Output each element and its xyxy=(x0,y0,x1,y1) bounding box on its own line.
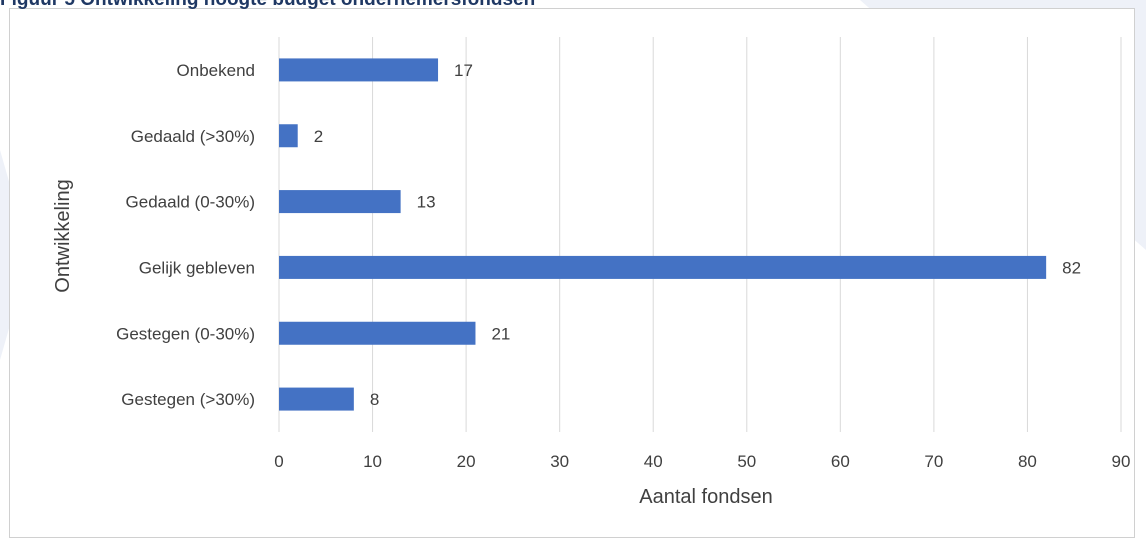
bar xyxy=(279,58,439,82)
y-category-label: Gestegen (0-30%) xyxy=(116,324,255,343)
figure-title: Figuur 5 Ontwikkeling hoogte budget onde… xyxy=(0,0,535,10)
x-tick-label: 90 xyxy=(1112,452,1131,471)
y-category-label: Onbekend xyxy=(177,61,255,80)
bar xyxy=(279,255,1047,279)
bar xyxy=(279,124,298,148)
bar xyxy=(279,387,354,411)
bar xyxy=(279,190,401,214)
data-label: 8 xyxy=(370,390,379,409)
data-label: 21 xyxy=(491,324,510,343)
labels: 0 10 20 30 40 50 60 70 80 90 Onbekend 17 Gedaald (>3… xyxy=(116,61,1130,471)
y-category-label: Gedaald (>30%) xyxy=(131,127,255,146)
data-label: 17 xyxy=(454,61,473,80)
y-category-label: Gestegen (>30%) xyxy=(121,390,255,409)
x-tick-label: 0 xyxy=(274,452,283,471)
bar xyxy=(279,321,476,345)
gridlines xyxy=(278,37,1122,432)
data-label: 13 xyxy=(417,193,436,212)
y-axis-title: Ontwikkeling xyxy=(52,179,74,292)
x-tick-label: 80 xyxy=(1018,452,1037,471)
y-category-label: Gedaald (0-30%) xyxy=(126,193,255,212)
x-tick-label: 10 xyxy=(363,452,382,471)
x-tick-label: 20 xyxy=(457,452,476,471)
x-tick-label: 40 xyxy=(644,452,663,471)
x-tick-label: 70 xyxy=(924,452,943,471)
x-tick-label: 50 xyxy=(737,452,756,471)
x-tick-label: 30 xyxy=(550,452,569,471)
x-tick-label: 60 xyxy=(831,452,850,471)
data-label: 2 xyxy=(314,127,323,146)
bars xyxy=(279,58,1047,411)
data-label: 82 xyxy=(1062,258,1081,277)
y-category-label: Gelijk gebleven xyxy=(139,258,255,277)
x-axis-title: Aantal fondsen xyxy=(639,486,772,508)
